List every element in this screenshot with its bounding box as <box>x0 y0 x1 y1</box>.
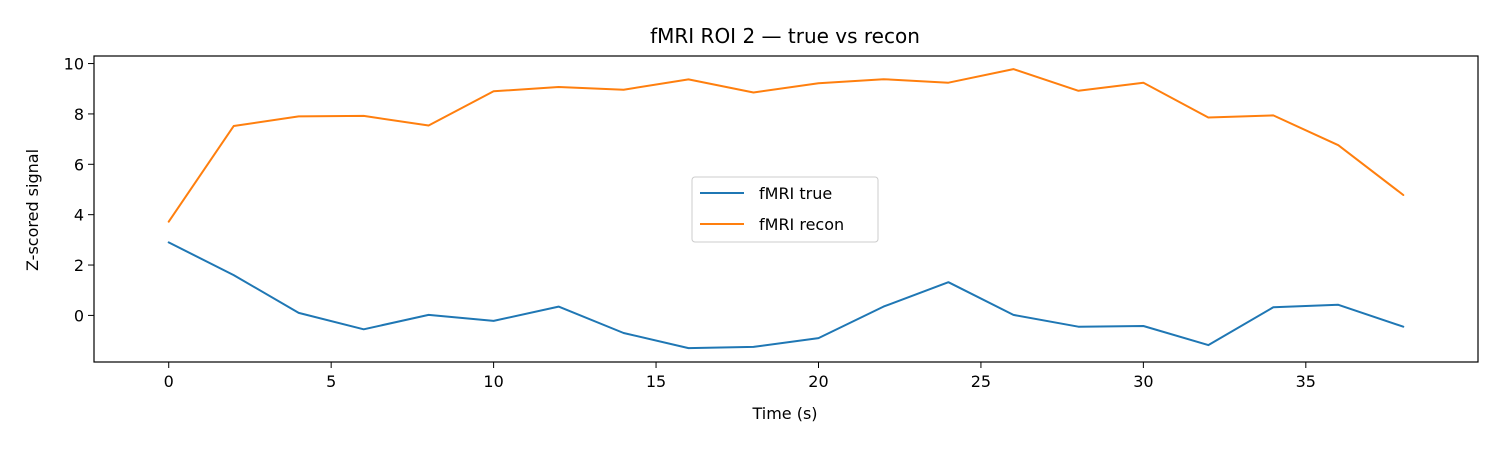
x-tick-label: 15 <box>646 372 666 391</box>
legend-label-recon: fMRI recon <box>759 215 844 234</box>
legend: fMRI true fMRI recon <box>691 176 879 243</box>
x-axis: 0 5 10 15 20 25 30 35 <box>164 362 1316 391</box>
x-tick-label: 20 <box>808 372 828 391</box>
x-tick-label: 10 <box>483 372 503 391</box>
x-axis-label: Time (s) <box>751 404 817 423</box>
x-tick-label: 25 <box>971 372 991 391</box>
y-tick-label: 4 <box>74 206 84 225</box>
series-line-fmri-true <box>167 241 1405 350</box>
y-axis-label: Z-scored signal <box>23 149 42 271</box>
y-tick-label: 10 <box>64 55 84 74</box>
chart-title: fMRI ROI 2 — true vs recon <box>650 24 920 48</box>
series-line-fmri-recon <box>167 68 1405 223</box>
y-axis: 0 2 4 6 8 10 <box>64 55 94 325</box>
plot-lines <box>167 68 1405 350</box>
x-tick-label: 35 <box>1296 372 1316 391</box>
x-tick-label: 0 <box>164 372 174 391</box>
plot-frame <box>93 55 1479 363</box>
y-tick-label: 8 <box>74 105 84 124</box>
x-tick-label: 5 <box>326 372 336 391</box>
y-tick-label: 6 <box>74 155 84 174</box>
legend-label-true: fMRI true <box>759 184 832 203</box>
y-tick-label: 0 <box>74 306 84 325</box>
y-tick-label: 2 <box>74 256 84 275</box>
x-tick-label: 30 <box>1133 372 1153 391</box>
